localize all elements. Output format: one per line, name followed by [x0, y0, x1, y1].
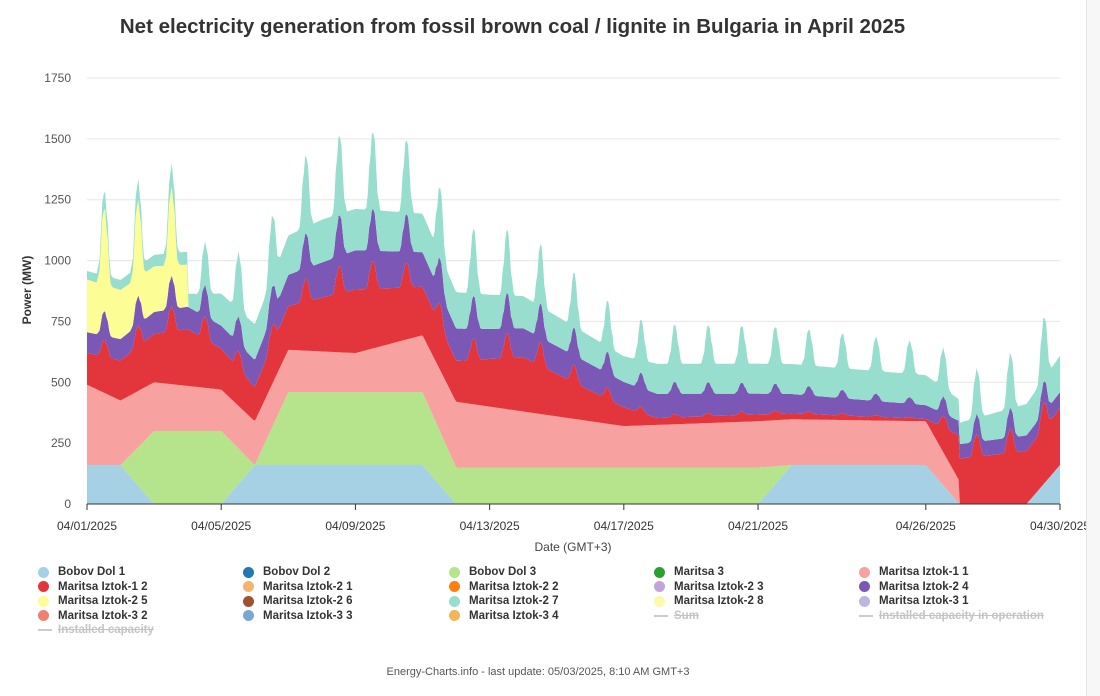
y-tick-label: 500: [51, 375, 71, 389]
area-maritsa-iztok-1-1: [87, 335, 1060, 504]
legend-item-maritsa-iztok-2-5[interactable]: Maritsa Iztok-2 5: [38, 594, 147, 608]
legend-marker: [859, 581, 870, 592]
legend-label: Maritsa Iztok-1 1: [879, 566, 969, 578]
legend-item-maritsa-iztok-3-2[interactable]: Maritsa Iztok-3 2: [38, 609, 147, 623]
legend-item-maritsa-iztok-2-2[interactable]: Maritsa Iztok-2 2: [449, 580, 558, 594]
legend-label: Installed capacity: [58, 624, 154, 636]
x-tick-label: 04/17/2025: [594, 519, 654, 533]
legend-marker: [654, 595, 665, 607]
legend-label: Maritsa Iztok-3 3: [263, 609, 353, 622]
y-tick-label: 1000: [44, 254, 71, 268]
legend-marker: [38, 610, 49, 621]
x-tick-label: 04/21/2025: [728, 519, 788, 533]
legend-item-installed-capacity-in-operation[interactable]: Installed capacity in operation: [859, 609, 1044, 623]
legend-label: Maritsa Iztok-2 5: [58, 595, 148, 607]
y-tick-label: 1750: [44, 71, 71, 85]
legend-item-maritsa-iztok-2-8[interactable]: Maritsa Iztok-2 8: [654, 594, 763, 608]
legend-label: Maritsa Iztok-1 2: [58, 580, 148, 593]
scrollbar-track[interactable]: [1087, 0, 1100, 696]
legend-item-maritsa-iztok-2-7[interactable]: Maritsa Iztok-2 7: [449, 594, 558, 608]
legend-label: Maritsa 3: [674, 566, 724, 578]
legend-label: Bobov Dol 3: [469, 566, 537, 578]
area-maritsa-iztok-2-4: [87, 209, 1060, 459]
legend-marker: [243, 566, 254, 578]
legend-marker: [654, 566, 665, 578]
x-tick-label: 04/05/2025: [191, 519, 251, 533]
chart-axes: 0 250 500 750 1000 1250 1500 1750 04/01/2025 04/0…: [44, 71, 1090, 533]
legend-item-maritsa-iztok-2-6[interactable]: Maritsa Iztok-2 6: [243, 594, 352, 608]
legend-marker: [243, 595, 254, 607]
chart-title: Net electricity generation from fossil b…: [119, 15, 906, 38]
y-tick-label: 1250: [44, 193, 71, 207]
legend-marker: [859, 595, 870, 607]
legend-item-maritsa-iztok-2-3[interactable]: Maritsa Iztok-2 3: [654, 580, 763, 594]
legend-item-maritsa-iztok-2-1[interactable]: Maritsa Iztok-2 1: [243, 580, 352, 594]
footer-credit: Energy-Charts.info - last update: 05/03/…: [386, 666, 690, 678]
panel-divider: [1086, 0, 1087, 696]
legend-marker: [859, 566, 870, 578]
legend-label: Maritsa Iztok-2 8: [674, 595, 764, 607]
legend-marker: [449, 581, 460, 592]
legend-label: Bobov Dol 1: [58, 566, 126, 578]
area-maritsa-iztok-2-7: [87, 133, 1060, 445]
y-tick-label: 250: [51, 436, 71, 450]
legend-marker: [243, 610, 254, 621]
legend-marker: [38, 581, 49, 592]
area-maritsa-iztok-1-2: [87, 261, 1060, 504]
chart-areas: [87, 133, 1060, 504]
legend-label: Maritsa Iztok-2 3: [674, 580, 764, 593]
legend-label: Bobov Dol 2: [263, 566, 331, 578]
legend-label: Maritsa Iztok-3 2: [58, 609, 148, 622]
legend-item-maritsa-iztok-3-1[interactable]: Maritsa Iztok-3 1: [859, 594, 968, 608]
y-tick-label: 1500: [44, 132, 71, 146]
legend-item-maritsa-3[interactable]: Maritsa 3: [654, 565, 724, 579]
legend-label: Sum: [674, 609, 699, 622]
legend-label: Maritsa Iztok-2 1: [263, 580, 353, 593]
legend-label: Maritsa Iztok-2 2: [469, 580, 559, 593]
legend-marker: [449, 610, 460, 621]
legend-item-maritsa-iztok-1-1[interactable]: Maritsa Iztok-1 1: [859, 565, 968, 579]
legend-marker: [449, 595, 460, 607]
legend-line-marker: [654, 614, 668, 617]
x-tick-label: 04/30/2025: [1030, 519, 1090, 533]
x-tick-label: 04/13/2025: [460, 519, 520, 533]
legend-label: Maritsa Iztok-2 4: [879, 580, 969, 593]
legend-line-marker: [38, 629, 52, 631]
legend-marker: [654, 581, 665, 592]
y-tick-label: 0: [64, 497, 71, 511]
legend-marker: [449, 566, 460, 578]
area-bobov-dol-3: [87, 392, 1060, 504]
legend-line-marker: [859, 614, 873, 617]
x-axis-label: Date (GMT+3): [534, 540, 611, 554]
x-tick-label: 04/01/2025: [57, 519, 117, 533]
legend-label: Installed capacity in operation: [879, 609, 1044, 622]
legend-item-maritsa-iztok-1-2[interactable]: Maritsa Iztok-1 2: [38, 580, 147, 594]
legend-item-bobov-dol-2[interactable]: Bobov Dol 2: [243, 565, 330, 579]
y-axis-label: Power (MW): [20, 256, 34, 325]
legend-label: Maritsa Iztok-2 6: [263, 595, 353, 607]
legend-item-bobov-dol-1[interactable]: Bobov Dol 1: [38, 565, 125, 579]
legend-item-maritsa-iztok-2-4[interactable]: Maritsa Iztok-2 4: [859, 580, 968, 594]
x-tick-label: 04/26/2025: [896, 519, 956, 533]
legend-item-installed-capacity[interactable]: Installed capacity: [38, 623, 154, 637]
legend-item-maritsa-iztok-3-3[interactable]: Maritsa Iztok-3 3: [243, 609, 352, 623]
legend-label: Maritsa Iztok-2 7: [469, 595, 559, 607]
legend-item-bobov-dol-3[interactable]: Bobov Dol 3: [449, 565, 536, 579]
x-tick-label: 04/09/2025: [325, 519, 385, 533]
area-bobov-dol-1: [87, 465, 1060, 504]
legend-item-maritsa-iztok-3-4[interactable]: Maritsa Iztok-3 4: [449, 609, 558, 623]
legend-marker: [243, 581, 254, 592]
legend-item-sum[interactable]: Sum: [654, 609, 699, 623]
legend-label: Maritsa Iztok-3 1: [879, 595, 969, 607]
legend-marker: [38, 566, 49, 578]
y-tick-label: 750: [51, 314, 71, 328]
legend-marker: [38, 595, 49, 607]
legend-label: Maritsa Iztok-3 4: [469, 609, 559, 622]
